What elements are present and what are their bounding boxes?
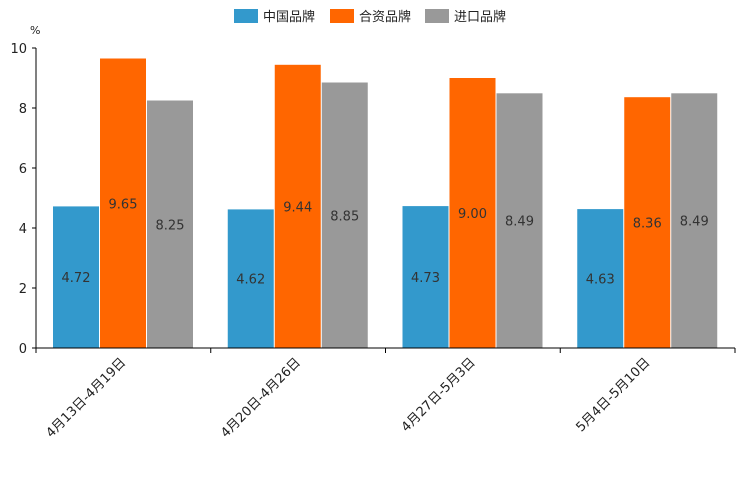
bar	[274, 64, 321, 349]
bar	[624, 97, 671, 348]
data-label: 8.49	[680, 215, 709, 230]
bar	[671, 93, 718, 348]
x-tick-label: 4月27日-5月3日	[399, 355, 479, 435]
data-label: 9.00	[458, 207, 487, 222]
data-label: 4.73	[411, 271, 440, 286]
bar	[402, 206, 449, 348]
data-label: 9.44	[283, 200, 312, 215]
data-label: 8.36	[633, 217, 662, 232]
bar	[53, 206, 99, 348]
x-tick-label: 5月4日-5月10日	[574, 355, 654, 435]
y-tick-label: 10	[10, 42, 27, 57]
y-axis-unit-label: %	[30, 24, 40, 37]
bar	[321, 82, 368, 348]
bar	[227, 209, 274, 348]
data-label: 8.49	[505, 215, 534, 230]
x-tick-label: 4月13日-4月19日	[43, 355, 129, 441]
bar	[496, 93, 543, 348]
bar	[449, 78, 496, 348]
data-label: 8.25	[156, 218, 185, 233]
x-axis: 4月13日-4月19日 4月20日-4月26日 4月27日-5月3日 5月4日-5月1…	[35, 347, 736, 441]
legend-swatch	[425, 9, 449, 23]
bars: 4.72 9.65 8.25 4.62 9.44 8.85 4.73 9.00 8.49 4.63…	[53, 58, 718, 349]
data-label: 8.85	[330, 209, 359, 224]
legend-label: 中国品牌	[263, 9, 315, 25]
y-tick-label: 6	[19, 162, 27, 177]
x-tick-label: 4月20日-4月26日	[218, 355, 304, 441]
y-tick-label: 8	[19, 102, 27, 117]
y-tick-label: 4	[19, 222, 27, 237]
data-label: 4.63	[586, 273, 615, 288]
data-label: 9.65	[109, 197, 138, 212]
data-label: 4.62	[236, 273, 265, 288]
bar	[100, 58, 146, 348]
legend-swatch	[330, 9, 354, 23]
legend-label: 进口品牌	[454, 9, 506, 25]
y-tick-label: 0	[19, 342, 27, 357]
data-label: 4.72	[62, 271, 91, 286]
y-axis: 0 2 4 6 8 10	[10, 42, 37, 357]
legend-label: 合资品牌	[359, 9, 411, 25]
legend: 中国品牌 合资品牌 进口品牌	[234, 9, 506, 25]
bar	[577, 209, 624, 348]
legend-swatch	[234, 9, 258, 23]
bar	[147, 100, 193, 348]
y-tick-label: 2	[19, 282, 27, 297]
